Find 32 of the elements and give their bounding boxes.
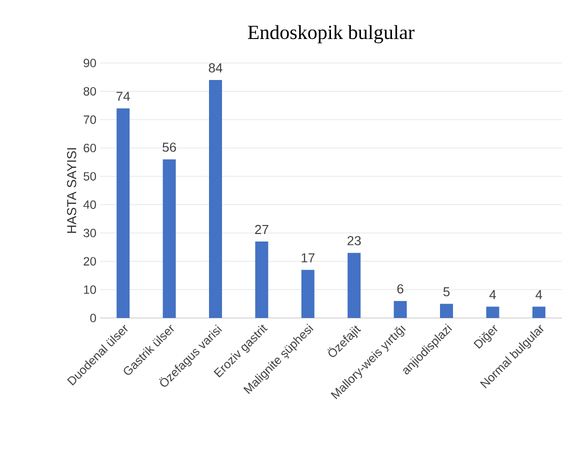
- bar: [255, 241, 268, 318]
- y-tick-label: 10: [84, 285, 96, 294]
- y-axis-title: HASTA SAYISI: [67, 148, 76, 233]
- y-tick-label: 70: [84, 115, 96, 124]
- y-tick-label: 40: [83, 200, 96, 209]
- data-label: 4: [536, 290, 542, 300]
- y-tick-label: 50: [84, 172, 96, 181]
- data-label: 5: [443, 287, 450, 296]
- y-tick-label: 0: [90, 314, 96, 322]
- data-label: 56: [162, 142, 176, 152]
- data-label: 17: [302, 253, 314, 262]
- y-tick-label: 20: [84, 257, 96, 266]
- bar: [532, 306, 546, 318]
- bar: [394, 300, 407, 318]
- data-label: 23: [348, 236, 361, 246]
- data-label: 27: [255, 224, 268, 234]
- data-label: 4: [489, 290, 496, 300]
- data-label: 6: [397, 284, 404, 294]
- data-label: 84: [208, 63, 222, 72]
- chart-title: Endoskopik bulgular: [248, 25, 414, 44]
- bar: [301, 270, 314, 318]
- y-tick-label: 80: [84, 87, 96, 96]
- y-tick-label: 60: [84, 144, 96, 152]
- bar: [348, 252, 361, 318]
- bar: [162, 159, 176, 318]
- data-label: 74: [116, 92, 130, 101]
- y-tick-label: 30: [84, 228, 96, 238]
- bar: [440, 304, 453, 318]
- bar: [116, 108, 130, 318]
- bar: [486, 306, 500, 318]
- y-tick-label: 90: [84, 58, 96, 68]
- bar: [209, 80, 222, 318]
